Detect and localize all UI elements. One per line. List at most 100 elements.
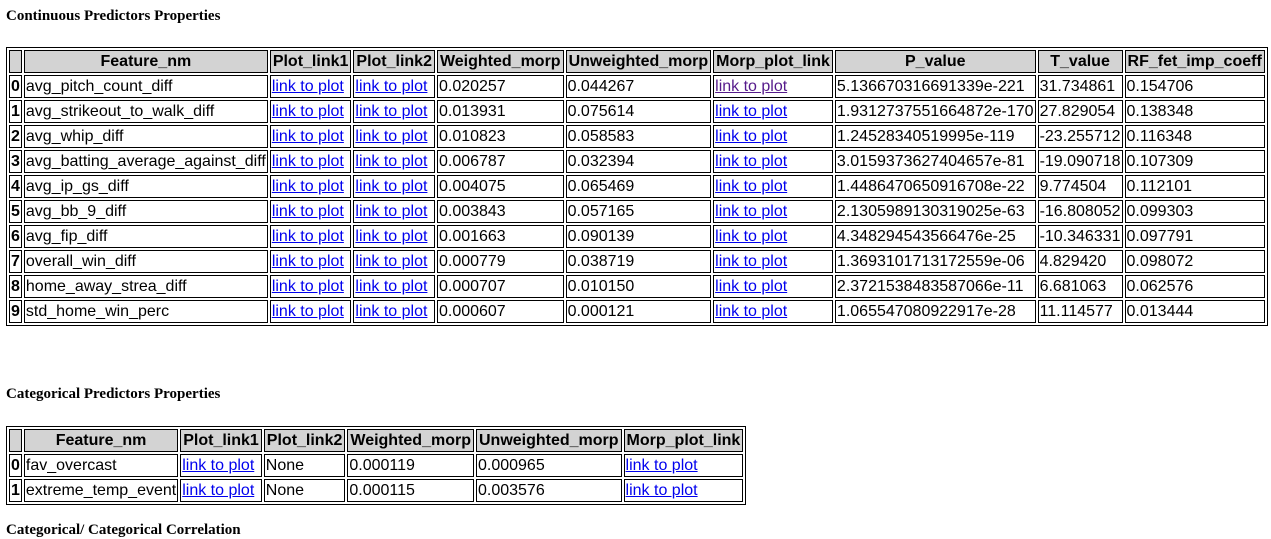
- plot-link1-cell: link to plot: [269, 275, 352, 298]
- column-header-weighted-morp: Weighted_morp: [436, 50, 564, 73]
- plot-link2[interactable]: link to plot: [355, 253, 428, 270]
- feature-name-cell: avg_pitch_count_diff: [23, 75, 268, 98]
- t-value-cell: 9.774504: [1037, 175, 1123, 198]
- plot-link2[interactable]: link to plot: [355, 153, 428, 170]
- feature-name-cell: avg_batting_average_against_diff: [23, 150, 268, 173]
- plot-link1-cell: link to plot: [180, 454, 262, 477]
- plot-link2[interactable]: link to plot: [355, 103, 428, 120]
- morp-plot-link[interactable]: link to plot: [715, 178, 788, 195]
- weighted-morp-cell: 0.020257: [436, 75, 564, 98]
- morp-plot-link-cell: link to plot: [713, 225, 833, 248]
- index-column-header: [9, 50, 22, 73]
- morp-plot-link[interactable]: link to plot: [715, 278, 788, 295]
- morp-plot-link[interactable]: link to plot: [625, 457, 698, 474]
- plot-link2-cell: link to plot: [353, 275, 435, 298]
- column-header-plot-link2: Plot_link2: [353, 50, 435, 73]
- p-value-cell: 1.4486470650916708e-22: [834, 175, 1036, 198]
- morp-plot-link[interactable]: link to plot: [715, 253, 788, 270]
- plot-link1[interactable]: link to plot: [271, 103, 344, 120]
- morp-plot-link-cell: link to plot: [713, 150, 833, 173]
- column-header-unweighted-morp: Unweighted_morp: [475, 429, 622, 452]
- plot-link2[interactable]: link to plot: [355, 303, 428, 320]
- plot-link1-cell: link to plot: [180, 479, 262, 502]
- plot-link2[interactable]: link to plot: [355, 78, 428, 95]
- plot-link1[interactable]: link to plot: [271, 203, 344, 220]
- feature-name-cell: avg_whip_diff: [23, 125, 268, 148]
- plot-link2[interactable]: link to plot: [355, 228, 428, 245]
- plot-link1-cell: link to plot: [269, 200, 352, 223]
- morp-plot-link-cell: link to plot: [713, 300, 833, 323]
- t-value-cell: -23.255712: [1037, 125, 1123, 148]
- p-value-cell: 5.136670316691339e-221: [834, 75, 1036, 98]
- weighted-morp-cell: 0.000779: [436, 250, 564, 273]
- plot-link1[interactable]: link to plot: [182, 482, 255, 499]
- plot-link1-cell: link to plot: [269, 225, 352, 248]
- feature-name-cell: std_home_win_perc: [23, 300, 268, 323]
- unweighted-morp-cell: 0.044267: [565, 75, 712, 98]
- column-header-feature-nm: Feature_nm: [23, 429, 179, 452]
- column-header-weighted-morp: Weighted_morp: [347, 429, 474, 452]
- plot-link2[interactable]: link to plot: [355, 178, 428, 195]
- plot-link1-cell: link to plot: [269, 75, 352, 98]
- morp-plot-link-cell: link to plot: [713, 100, 833, 123]
- plot-link1[interactable]: link to plot: [271, 153, 344, 170]
- plot-link2[interactable]: link to plot: [355, 203, 428, 220]
- table-row: 0 fav_overcast link to plot None 0.000119 0.0…: [9, 454, 744, 477]
- morp-plot-link-cell: link to plot: [713, 125, 833, 148]
- weighted-morp-cell: 0.000607: [436, 300, 564, 323]
- plot-link1[interactable]: link to plot: [271, 278, 344, 295]
- unweighted-morp-cell: 0.032394: [565, 150, 712, 173]
- table-header-row: Feature_nm Plot_link1 Plot_link2 Weighted_m…: [9, 429, 744, 452]
- plot-link1-cell: link to plot: [269, 125, 352, 148]
- row-index: 0: [9, 75, 22, 98]
- table-header-row: Feature_nm Plot_link1 Plot_link2 Weighted_m…: [9, 50, 1265, 73]
- plot-link2[interactable]: link to plot: [355, 278, 428, 295]
- row-index: 1: [9, 479, 22, 502]
- unweighted-morp-cell: 0.090139: [565, 225, 712, 248]
- unweighted-morp-cell: 0.065469: [565, 175, 712, 198]
- table-row: 3 avg_batting_average_against_diff link to…: [9, 150, 1265, 173]
- morp-plot-link[interactable]: link to plot: [715, 303, 788, 320]
- categorical-section-title: Categorical Predictors Properties: [6, 386, 221, 402]
- plot-link1[interactable]: link to plot: [271, 253, 344, 270]
- feature-name-cell: avg_bb_9_diff: [23, 200, 268, 223]
- feature-name-cell: avg_fip_diff: [23, 225, 268, 248]
- plot-link1[interactable]: link to plot: [271, 178, 344, 195]
- row-index: 2: [9, 125, 22, 148]
- t-value-cell: 31.734861: [1037, 75, 1123, 98]
- morp-plot-link[interactable]: link to plot: [715, 153, 788, 170]
- t-value-cell: 27.829054: [1037, 100, 1123, 123]
- plot-link2-cell: link to plot: [353, 125, 435, 148]
- morp-plot-link-cell: link to plot: [623, 479, 744, 502]
- t-value-cell: 6.681063: [1037, 275, 1123, 298]
- table-row: 0 avg_pitch_count_diff link to plot link to…: [9, 75, 1265, 98]
- p-value-cell: 4.348294543566476e-25: [834, 225, 1036, 248]
- weighted-morp-cell: 0.000707: [436, 275, 564, 298]
- row-index: 9: [9, 300, 22, 323]
- morp-plot-link[interactable]: link to plot: [715, 103, 788, 120]
- plot-link1[interactable]: link to plot: [271, 128, 344, 145]
- feature-name-cell: fav_overcast: [23, 454, 179, 477]
- morp-plot-link[interactable]: link to plot: [715, 78, 788, 95]
- plot-link2[interactable]: link to plot: [355, 128, 428, 145]
- column-header-unweighted-morp: Unweighted_morp: [565, 50, 712, 73]
- rf-importance-cell: 0.013444: [1124, 300, 1265, 323]
- plot-link2-cell: link to plot: [353, 300, 435, 323]
- plot-link1[interactable]: link to plot: [271, 228, 344, 245]
- morp-plot-link[interactable]: link to plot: [715, 228, 788, 245]
- morp-plot-link[interactable]: link to plot: [715, 203, 788, 220]
- plot-link2-cell: link to plot: [353, 250, 435, 273]
- categorical-predictors-table: Feature_nm Plot_link1 Plot_link2 Weighted_m…: [6, 426, 747, 505]
- row-index: 0: [9, 454, 22, 477]
- cat-cat-correlation-section-title: Categorical/ Categorical Correlation: [6, 522, 241, 538]
- morp-plot-link[interactable]: link to plot: [715, 128, 788, 145]
- plot-link1[interactable]: link to plot: [271, 303, 344, 320]
- plot-link1[interactable]: link to plot: [271, 78, 344, 95]
- t-value-cell: 4.829420: [1037, 250, 1123, 273]
- morp-plot-link-cell: link to plot: [713, 275, 833, 298]
- unweighted-morp-cell: 0.038719: [565, 250, 712, 273]
- plot-link1[interactable]: link to plot: [182, 457, 255, 474]
- morp-plot-link[interactable]: link to plot: [625, 482, 698, 499]
- weighted-morp-cell: 0.001663: [436, 225, 564, 248]
- weighted-morp-cell: 0.010823: [436, 125, 564, 148]
